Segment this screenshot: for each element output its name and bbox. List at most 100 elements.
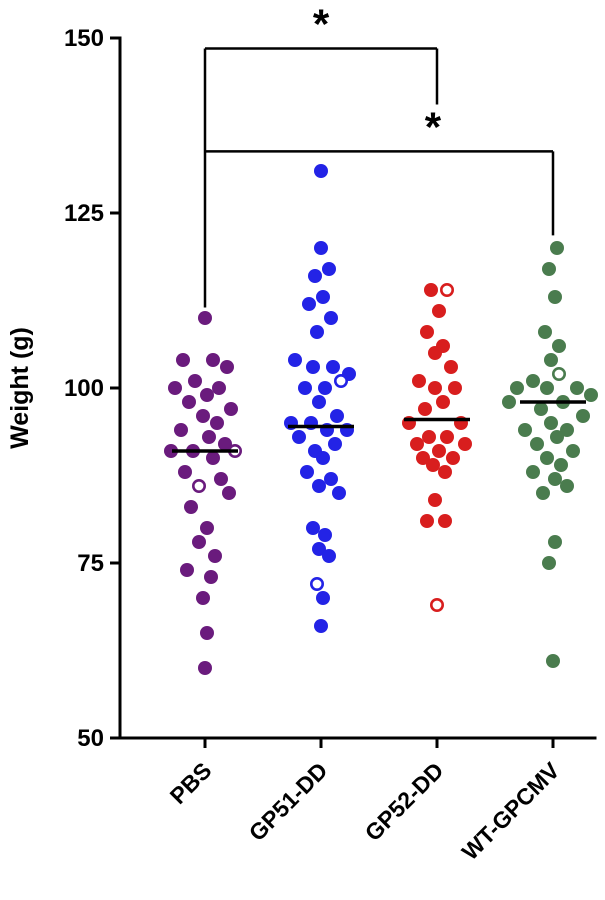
data-point <box>328 437 342 451</box>
y-tick-label: 100 <box>64 375 104 402</box>
y-tick-label: 75 <box>77 550 104 577</box>
x-category-label: GP51-DD <box>244 757 333 846</box>
data-point <box>300 465 314 479</box>
data-point <box>538 325 552 339</box>
data-point <box>438 465 452 479</box>
data-point <box>302 297 316 311</box>
data-point <box>178 465 192 479</box>
data-point <box>542 556 556 570</box>
data-point <box>318 381 332 395</box>
data-point <box>322 549 336 563</box>
data-point <box>422 430 436 444</box>
data-point <box>518 423 532 437</box>
data-point <box>200 521 214 535</box>
data-point <box>312 479 326 493</box>
y-axis-title: Weight (g) <box>6 327 34 449</box>
data-point <box>306 521 320 535</box>
data-point <box>550 241 564 255</box>
data-point <box>552 339 566 353</box>
data-point <box>444 360 458 374</box>
data-point <box>420 514 434 528</box>
data-point <box>322 262 336 276</box>
data-point <box>164 444 178 458</box>
data-point <box>410 437 424 451</box>
data-point <box>306 360 320 374</box>
data-point-open <box>439 282 454 297</box>
data-point <box>420 325 434 339</box>
significance-asterisk: * <box>313 1 330 48</box>
data-point-open <box>333 373 348 388</box>
data-point <box>324 472 338 486</box>
data-point <box>182 395 196 409</box>
x-category-label: PBS <box>165 757 217 809</box>
data-point <box>202 430 216 444</box>
y-tick-label: 50 <box>77 725 104 752</box>
data-point <box>560 479 574 493</box>
data-point <box>542 262 556 276</box>
data-point <box>554 458 568 472</box>
data-point <box>548 535 562 549</box>
data-point <box>440 430 454 444</box>
data-point <box>326 360 340 374</box>
data-point <box>174 423 188 437</box>
data-point <box>560 423 574 437</box>
data-point <box>548 290 562 304</box>
data-point <box>168 381 182 395</box>
data-point <box>446 451 460 465</box>
data-point <box>192 535 206 549</box>
data-point <box>548 472 562 486</box>
data-point-open <box>309 576 324 591</box>
data-point <box>436 395 450 409</box>
data-point <box>316 451 330 465</box>
data-point <box>426 458 440 472</box>
data-point <box>312 395 326 409</box>
data-point <box>432 304 446 318</box>
data-point <box>180 563 194 577</box>
data-point <box>332 486 346 500</box>
data-point <box>292 430 306 444</box>
data-point <box>526 374 540 388</box>
data-point <box>210 416 224 430</box>
data-point <box>310 325 324 339</box>
data-point <box>424 283 438 297</box>
data-point <box>432 444 446 458</box>
data-point <box>188 374 202 388</box>
data-point <box>218 437 232 451</box>
data-point <box>428 381 442 395</box>
data-point <box>324 311 338 325</box>
data-point <box>448 381 462 395</box>
data-point <box>330 409 344 423</box>
data-point <box>314 619 328 633</box>
data-point <box>546 654 560 668</box>
data-point <box>536 486 550 500</box>
data-point <box>200 626 214 640</box>
data-point <box>416 451 430 465</box>
data-point <box>198 661 212 675</box>
data-point <box>438 514 452 528</box>
data-point <box>200 388 214 402</box>
x-category-label: WT-GPCMV <box>457 757 565 865</box>
data-point <box>510 381 524 395</box>
data-point <box>314 164 328 178</box>
data-point <box>208 549 222 563</box>
data-point <box>570 381 584 395</box>
data-point <box>540 381 554 395</box>
data-point <box>206 451 220 465</box>
data-point-open <box>551 366 566 381</box>
data-point <box>428 493 442 507</box>
data-point <box>530 437 544 451</box>
data-point <box>544 416 558 430</box>
data-point <box>316 591 330 605</box>
data-point <box>584 388 598 402</box>
data-point <box>224 402 238 416</box>
data-point <box>220 360 234 374</box>
data-point <box>458 437 472 451</box>
data-point <box>576 409 590 423</box>
data-point <box>412 374 426 388</box>
data-point <box>566 444 580 458</box>
data-point <box>428 346 442 360</box>
data-point <box>212 381 226 395</box>
significance-asterisk: * <box>425 103 442 150</box>
data-point <box>544 353 558 367</box>
